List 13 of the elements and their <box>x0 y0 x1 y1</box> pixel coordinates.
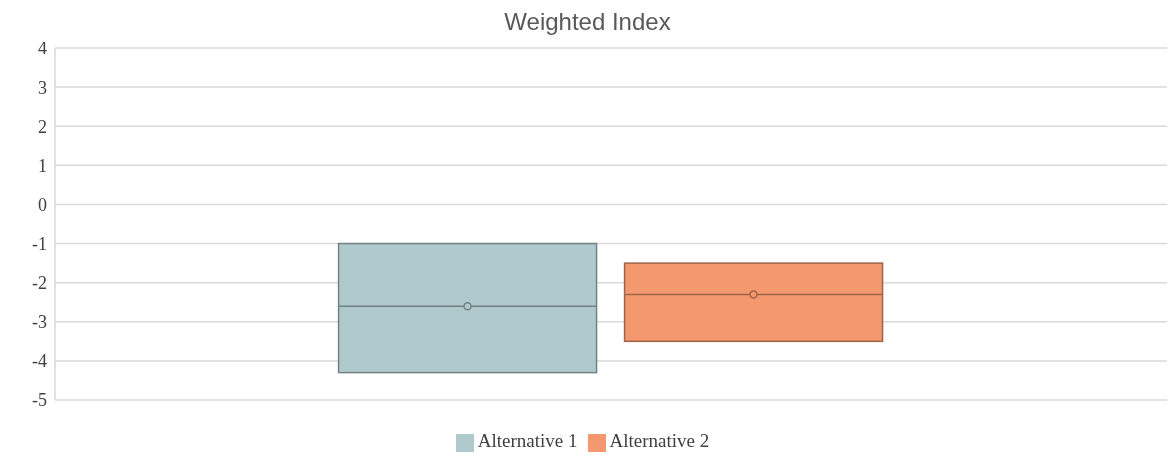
y-tick-label: 2 <box>38 116 47 137</box>
y-tick-label: -1 <box>32 233 47 254</box>
legend-label: Alternative 2 <box>609 430 710 451</box>
y-tick-label: 0 <box>38 194 47 215</box>
y-tick-label: 4 <box>38 38 47 59</box>
y-tick-label: 3 <box>38 77 47 98</box>
chart-title: Weighted Index <box>503 8 672 36</box>
y-tick-label: -5 <box>32 390 47 411</box>
y-tick-label: -3 <box>32 312 47 333</box>
y-tick-label: 1 <box>38 155 47 176</box>
y-tick-label: -4 <box>32 351 47 372</box>
y-tick-label: -2 <box>32 273 47 294</box>
legend-label: Alternative 1 <box>477 430 578 451</box>
